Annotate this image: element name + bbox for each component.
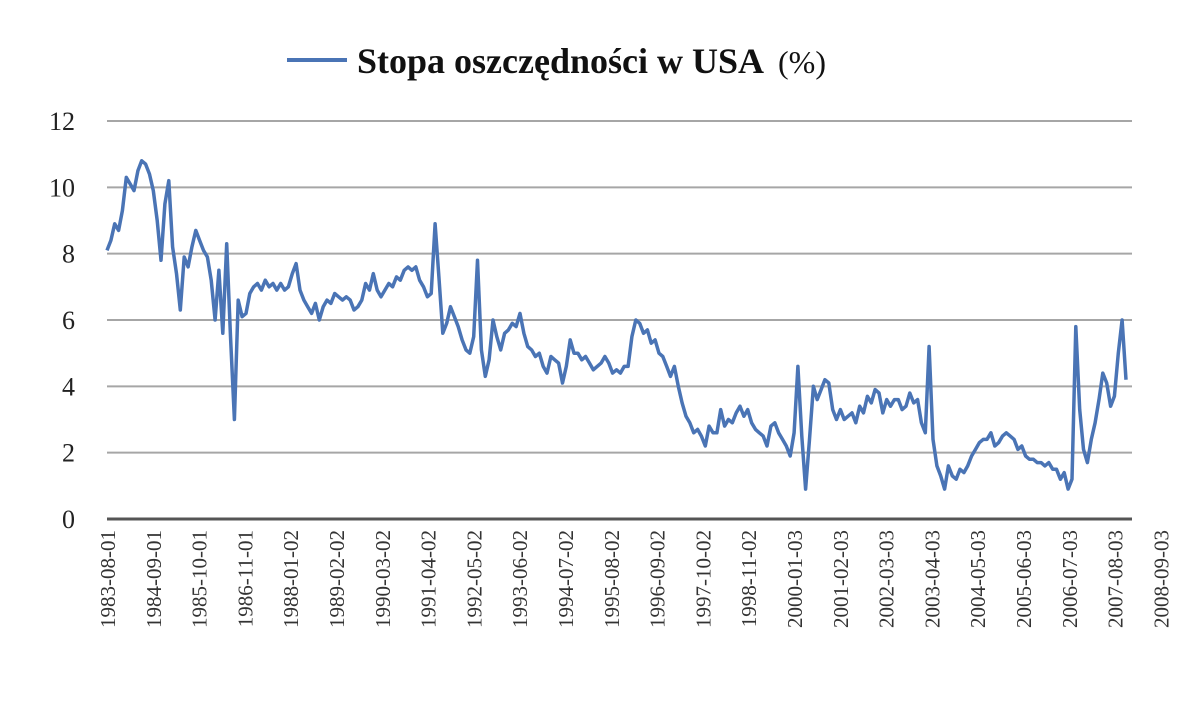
x-tick-label: 1994-07-02 bbox=[554, 530, 578, 628]
legend-series-unit: (%) bbox=[778, 44, 826, 80]
x-tick-label: 1992-05-02 bbox=[462, 530, 486, 628]
y-axis-tick-labels: 0 2 4 6 8 10 12 bbox=[49, 107, 75, 534]
legend-series-name: Stopa oszczędności w USA bbox=[357, 41, 764, 81]
legend: Stopa oszczędności w USA (%) bbox=[287, 41, 826, 81]
x-tick-label: 2004-05-03 bbox=[966, 530, 990, 628]
series-line-savings-rate bbox=[105, 159, 1128, 491]
x-tick-label: 1988-01-02 bbox=[279, 530, 303, 628]
x-tick-label: 2008-09-03 bbox=[1149, 530, 1173, 628]
x-tick-label: 2003-04-03 bbox=[920, 530, 944, 628]
x-tick-label: 1997-10-02 bbox=[691, 530, 715, 628]
series-group bbox=[105, 159, 1128, 491]
gridlines bbox=[107, 120, 1132, 454]
y-tick-label: 2 bbox=[62, 439, 75, 468]
svg-text:Stopa oszczędności w USA: Stopa oszczędności w USA (%) bbox=[357, 41, 826, 81]
x-tick-label: 2006-07-03 bbox=[1058, 530, 1082, 628]
y-tick-label: 8 bbox=[62, 240, 75, 269]
x-tick-label: 1998-11-02 bbox=[737, 530, 761, 627]
x-tick-label: 1984-09-01 bbox=[142, 530, 166, 628]
x-tick-label: 1983-08-01 bbox=[96, 530, 120, 628]
y-tick-label: 4 bbox=[62, 372, 75, 401]
x-tick-label: 1985-10-01 bbox=[188, 530, 212, 628]
y-tick-label: 6 bbox=[62, 306, 75, 335]
x-tick-label: 2005-06-03 bbox=[1012, 530, 1036, 628]
y-tick-label: 0 bbox=[62, 505, 75, 534]
x-axis-tick-labels: 1983-08-01 1984-09-01 1985-10-01 1986-11-01… bbox=[96, 530, 1173, 628]
y-tick-label: 10 bbox=[49, 173, 75, 202]
x-tick-label: 1989-02-02 bbox=[325, 530, 349, 628]
x-tick-label: 2001-02-03 bbox=[829, 530, 853, 628]
x-tick-label: 1986-11-01 bbox=[233, 530, 257, 627]
y-tick-label: 12 bbox=[49, 107, 75, 136]
x-tick-label: 1993-06-02 bbox=[508, 530, 532, 628]
x-tick-label: 2002-03-03 bbox=[875, 530, 899, 628]
x-tick-label: 1996-09-02 bbox=[646, 530, 670, 628]
x-tick-label: 2007-08-03 bbox=[1104, 530, 1128, 628]
x-tick-label: 1990-03-02 bbox=[371, 530, 395, 628]
x-tick-label: 1995-08-02 bbox=[600, 530, 624, 628]
x-tick-label: 2000-01-03 bbox=[783, 530, 807, 628]
x-tick-label: 1991-04-02 bbox=[417, 530, 441, 628]
